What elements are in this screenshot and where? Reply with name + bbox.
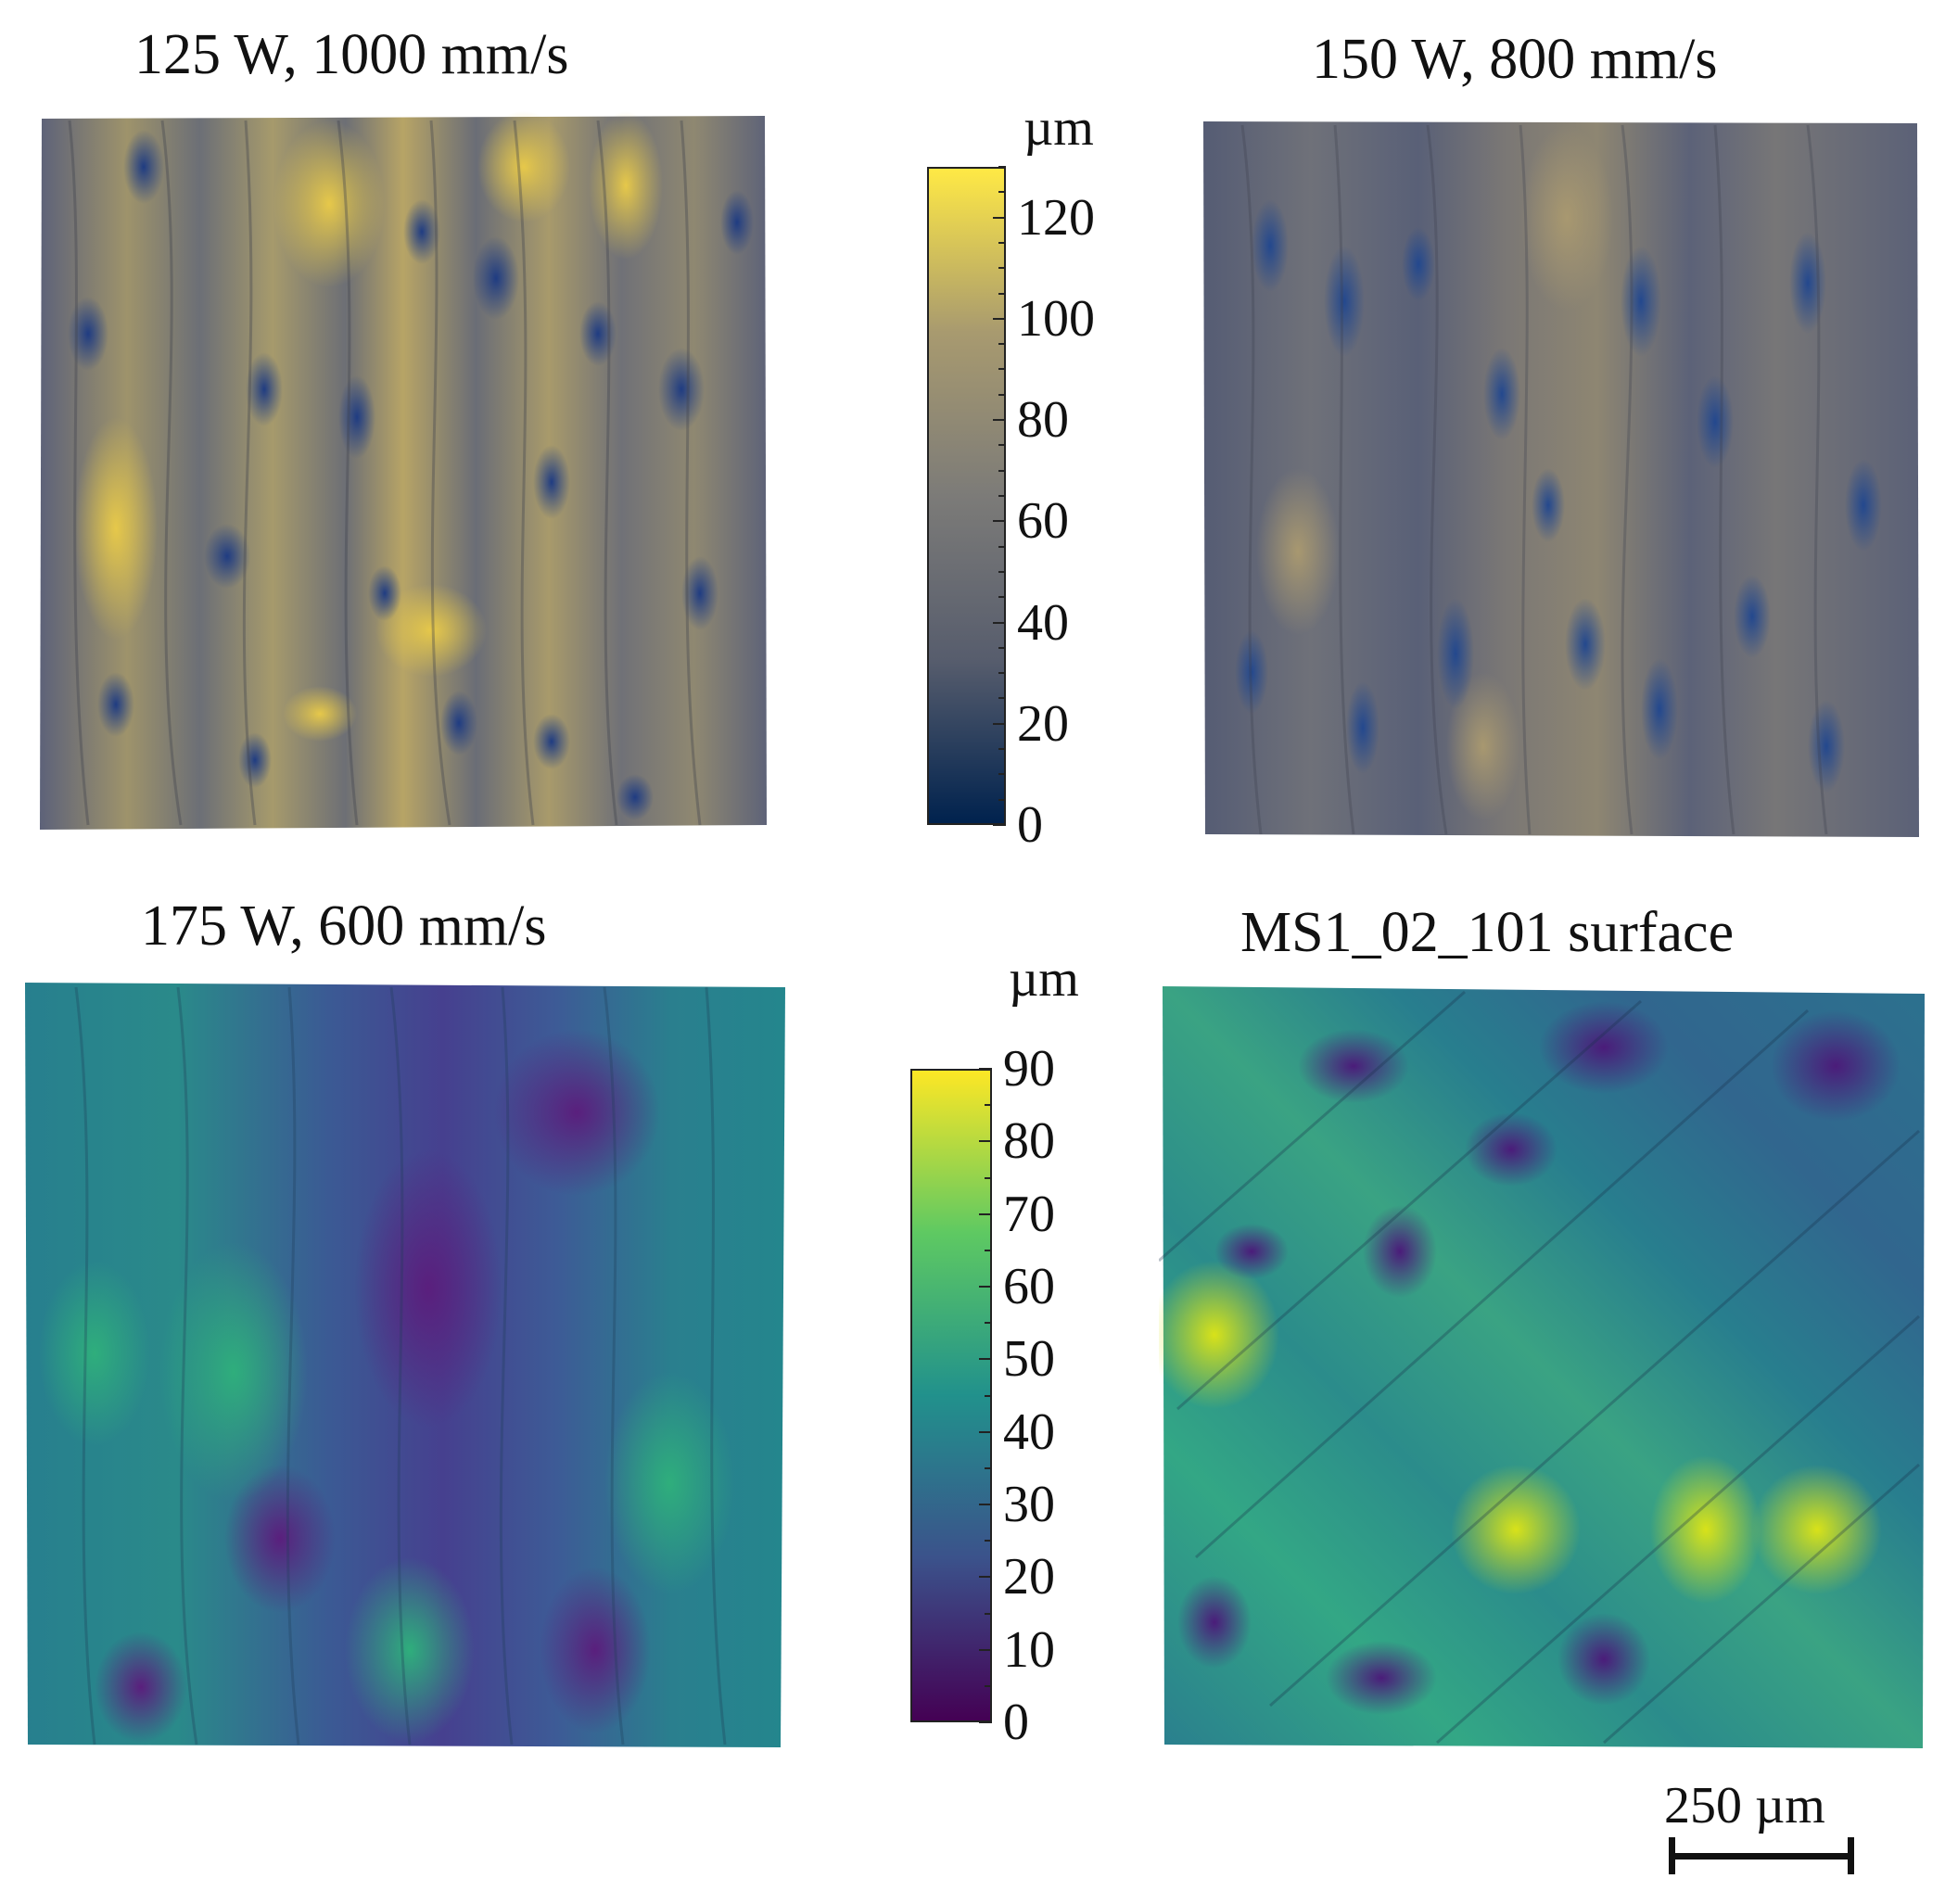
colorbar_top-minor-tick — [998, 267, 1006, 270]
surface-map-150w — [1196, 116, 1924, 844]
colorbar_bottom-tick-label: 0 — [1003, 1694, 1029, 1751]
surface-map-125w — [32, 111, 774, 834]
colorbar_top-minor-tick — [998, 216, 1006, 219]
colorbar_bottom-minor-tick — [985, 1466, 992, 1469]
colorbar_bottom-minor-tick — [985, 1721, 992, 1723]
colorbar_bottom-minor-tick — [985, 1612, 992, 1615]
colorbar_top-minor-tick — [998, 495, 1006, 497]
colorbar_top-minor-tick — [998, 191, 1006, 194]
colorbar_top-tick-label: 60 — [1017, 492, 1069, 551]
panel-title-ms1-surface: MS1_02_101 surface — [1240, 901, 1735, 964]
colorbar_top-minor-tick — [998, 621, 1006, 624]
colorbar_top-tick-label: 40 — [1017, 593, 1069, 652]
surface-map-175w — [20, 983, 790, 1752]
colorbar_top-minor-tick — [998, 596, 1006, 599]
panel-title-125w: 125 W, 1000 mm/s — [134, 23, 569, 86]
colorbar_bottom-minor-tick — [985, 1394, 992, 1397]
colorbar_bottom-tick-label: 50 — [1003, 1330, 1055, 1389]
colorbar_top-minor-tick — [998, 697, 1006, 700]
colorbar_top-minor-tick — [998, 748, 1006, 751]
colorbar_bottom-tick-label: 90 — [1003, 1040, 1055, 1098]
colorbar_top-minor-tick — [998, 368, 1006, 371]
colorbar_top-minor-tick — [998, 343, 1006, 346]
colorbar_top-minor-tick — [998, 570, 1006, 573]
colorbar_bottom-minor-tick — [985, 1322, 992, 1325]
colorbar_top-minor-tick — [998, 393, 1006, 396]
colorbar_top-tick-label: 120 — [1017, 188, 1095, 247]
colorbar_bottom-tick-label: 20 — [1003, 1548, 1055, 1606]
colorbar_top-minor-tick — [998, 317, 1006, 320]
scale-bar-label: 250 µm — [1664, 1777, 1825, 1834]
colorbar_bottom-minor-tick — [985, 1249, 992, 1251]
colorbar_top-tick-label: 100 — [1017, 289, 1095, 348]
colorbar_bottom-minor-tick — [985, 1068, 992, 1070]
colorbar_top-minor-tick — [998, 773, 1006, 776]
colorbar_top-tick-label: 80 — [1017, 391, 1069, 450]
colorbar_bottom-minor-tick — [985, 1212, 992, 1215]
panel-title-175w: 175 W, 600 mm/s — [141, 895, 547, 958]
colorbar_bottom-tick-label: 60 — [1003, 1258, 1055, 1315]
colorbar_bottom-minor-tick — [985, 1104, 992, 1107]
colorbar_top-tick-label: 0 — [1017, 796, 1043, 854]
colorbar_top-minor-tick — [998, 672, 1006, 675]
scale-bar — [1669, 1837, 1854, 1874]
colorbar-top — [927, 167, 1006, 825]
colorbar_bottom-tick-label: 40 — [1003, 1403, 1055, 1461]
colorbar_top-minor-tick — [998, 469, 1006, 472]
colorbar_bottom-minor-tick — [985, 1540, 992, 1542]
colorbar_bottom-minor-tick — [985, 1358, 992, 1361]
colorbar_top-minor-tick — [998, 824, 1006, 826]
colorbar_bottom-tick-label: 70 — [1003, 1185, 1055, 1243]
colorbar_top-minor-tick — [998, 520, 1006, 523]
colorbar-bottom-unit: µm — [1009, 950, 1079, 1008]
colorbar_bottom-minor-tick — [985, 1504, 992, 1505]
colorbar_bottom-minor-tick — [985, 1140, 992, 1143]
colorbar_top-minor-tick — [998, 722, 1006, 725]
colorbar-top-unit: µm — [1023, 99, 1094, 157]
colorbar_bottom-minor-tick — [985, 1684, 992, 1687]
colorbar_bottom-tick-label: 30 — [1003, 1476, 1055, 1533]
colorbar_bottom-tick-label: 10 — [1003, 1620, 1055, 1679]
colorbar_bottom-minor-tick — [985, 1286, 992, 1288]
colorbar_top-minor-tick — [998, 444, 1006, 447]
colorbar_top-minor-tick — [998, 292, 1006, 295]
surface-map-ms1-02-101 — [1159, 983, 1928, 1752]
colorbar_bottom-minor-tick — [985, 1648, 992, 1651]
colorbar_top-minor-tick — [998, 798, 1006, 801]
colorbar_top-minor-tick — [998, 241, 1006, 244]
colorbar_top-minor-tick — [998, 419, 1006, 422]
colorbar_top-tick-label: 20 — [1017, 694, 1069, 753]
panel-title-150w: 150 W, 800 mm/s — [1312, 28, 1718, 91]
colorbar_bottom-minor-tick — [985, 1430, 992, 1433]
colorbar_bottom-minor-tick — [985, 1176, 992, 1179]
colorbar_top-minor-tick — [998, 545, 1006, 548]
colorbar_top-minor-tick — [998, 166, 1006, 168]
colorbar_top-minor-tick — [998, 646, 1006, 649]
colorbar_bottom-minor-tick — [985, 1576, 992, 1579]
colorbar_bottom-tick-label: 80 — [1003, 1112, 1055, 1171]
colorbar-bottom — [910, 1069, 992, 1722]
